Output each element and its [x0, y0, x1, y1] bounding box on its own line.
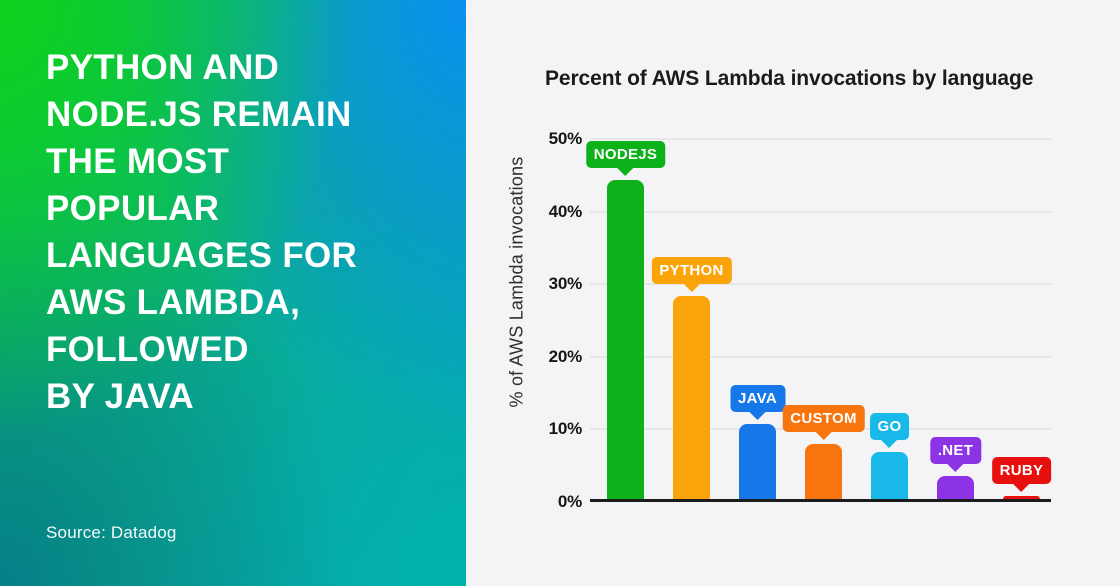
label-pointer-python [682, 283, 701, 293]
plot-area: 0% 10% 20% 30% 40% 50% NODEJS PYTHON JAVA CUSTOM G… [549, 129, 1052, 511]
bar-go [871, 451, 908, 499]
bar-net [937, 475, 974, 499]
bar-python [673, 296, 710, 499]
source-attribution: Source: Datadog [46, 523, 177, 542]
label-bubble-go: GO [869, 412, 910, 448]
x-axis-line [590, 499, 1051, 502]
headline-panel: PYTHON AND NODE.JS REMAIN THE MOST POPUL… [0, 0, 466, 586]
y-tick-label-40: 40% [548, 201, 583, 221]
label-badge-ruby: RUBY [991, 457, 1052, 485]
bar-custom [805, 443, 842, 499]
gridline-30 [590, 283, 1051, 286]
bar-java [739, 424, 776, 499]
label-bubble-nodejs: NODEJS [585, 141, 666, 177]
label-badge-custom: CUSTOM [782, 404, 865, 432]
gridline-50 [590, 138, 1051, 140]
gridline-20 [590, 355, 1051, 358]
label-bubble-python: PYTHON [651, 257, 732, 293]
y-tick-label-50: 50% [548, 129, 583, 148]
label-badge-nodejs: NODEJS [585, 141, 666, 169]
label-badge-go: GO [869, 412, 910, 440]
y-tick-label-10: 10% [548, 419, 583, 439]
label-pointer-go [880, 438, 899, 448]
label-pointer-java [748, 411, 767, 421]
headline-text: PYTHON AND NODE.JS REMAIN THE MOST POPUL… [46, 48, 358, 416]
y-tick-label-0: 0% [557, 492, 582, 511]
chart-title: Percent of AWS Lambda invocations by lan… [545, 67, 1034, 90]
label-badge-net: .NET [929, 436, 982, 464]
label-bubble-custom: CUSTOM [782, 404, 865, 440]
label-badge-python: PYTHON [651, 257, 732, 285]
label-bubble-java: JAVA [730, 385, 785, 421]
gridline-40 [590, 210, 1051, 213]
label-pointer-nodejs [616, 167, 635, 177]
y-tick-label-20: 20% [548, 346, 583, 366]
bar-nodejs [607, 180, 644, 499]
bar-ruby [1003, 496, 1040, 499]
label-pointer-custom [814, 430, 833, 440]
label-badge-java: JAVA [730, 385, 785, 413]
label-bubble-ruby: RUBY [991, 457, 1052, 493]
y-tick-label-30: 30% [548, 274, 583, 294]
label-pointer-net [946, 462, 965, 472]
label-bubble-net: .NET [929, 436, 982, 472]
label-pointer-ruby [1012, 483, 1031, 493]
